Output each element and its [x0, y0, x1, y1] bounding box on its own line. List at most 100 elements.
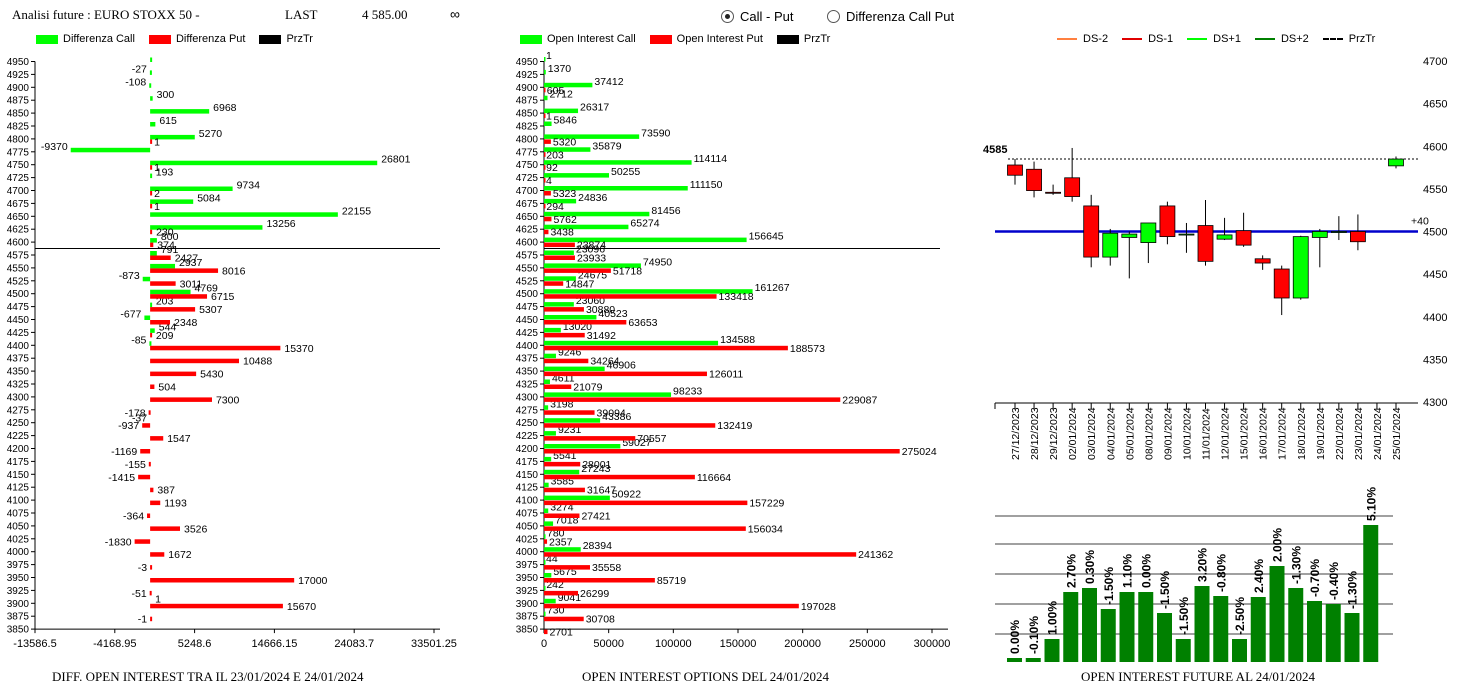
bar-call [544, 186, 688, 191]
x-tick-label: 17/01/2024 [1277, 407, 1289, 460]
y-tick-label: 4050 [7, 521, 30, 532]
data-label: -108 [125, 76, 146, 88]
bar-put [150, 294, 208, 299]
y-tick-label: 4250 [516, 418, 539, 429]
x-tick-label: 22/01/2024 [1334, 407, 1346, 460]
x-tick-label: 33501.25 [411, 638, 457, 650]
data-label: 5320 [553, 136, 577, 148]
data-label: 2701 [549, 627, 573, 639]
bar-call [544, 315, 597, 320]
data-label: 39094 [597, 407, 626, 419]
bar-label: -1.50% [1158, 571, 1172, 609]
bar-call [544, 521, 554, 526]
bar-label: 2.40% [1252, 559, 1266, 593]
legend-line [1122, 38, 1143, 40]
bar-put [544, 371, 707, 377]
x-tick-label: -4168.95 [93, 638, 136, 650]
bar-call [544, 147, 591, 152]
y-tick-label: 4025 [7, 534, 30, 545]
bar-call [150, 57, 153, 62]
y-tick-label: 4825 [7, 122, 30, 133]
data-label: 605 [547, 85, 565, 97]
data-label: 3011 [180, 278, 203, 290]
radio-diff-call-put[interactable]: Differenza Call Put [827, 9, 954, 24]
infinity-icon[interactable]: ∞ [450, 6, 460, 22]
bar-call [544, 418, 601, 423]
data-label: 5762 [553, 214, 577, 226]
data-label: 24836 [578, 192, 607, 204]
bar-put [544, 436, 636, 441]
bar-put [544, 152, 546, 157]
y-tick-label: 4400 [7, 341, 30, 352]
y-tick-label: 3850 [7, 625, 30, 636]
data-label: 34264 [590, 356, 619, 368]
future-bar [1250, 597, 1266, 662]
y-tick-label: 4550 [516, 263, 539, 274]
bar-label: 2.00% [1271, 528, 1285, 562]
radio-selected-icon[interactable] [721, 10, 734, 23]
legend-item: Differenza Put [148, 33, 245, 45]
data-label: 2 [154, 188, 160, 200]
bar-call [544, 250, 574, 255]
y-tick-label: 4325 [7, 380, 30, 391]
bar-put [150, 345, 281, 351]
future-bar [1007, 658, 1022, 662]
bar-label: -0.10% [1027, 616, 1041, 654]
bar-call [150, 238, 157, 243]
data-label: 2427 [175, 253, 199, 265]
bar-label: -0.40% [1327, 562, 1341, 600]
data-label: 157229 [749, 498, 784, 510]
radio-call-put[interactable]: Call - Put [721, 9, 793, 24]
bar-put [544, 320, 627, 325]
data-label: 300 [157, 89, 175, 101]
x-tick-label: 24/01/2024 [1372, 407, 1384, 460]
bar-call [150, 160, 378, 166]
data-label: -178 [125, 407, 146, 419]
bar-call [544, 379, 550, 384]
y-tick-label: 4625 [516, 225, 539, 236]
bar-put [544, 345, 788, 351]
y-tick-label: 4750 [516, 160, 539, 171]
y-tick-label: 4850 [7, 109, 30, 120]
data-label: -51 [132, 588, 147, 600]
candle-body [1311, 231, 1328, 238]
bar-call [544, 482, 549, 488]
bar-put [150, 603, 283, 609]
y-tick-label: 4125 [516, 483, 539, 494]
data-label: 23874 [577, 240, 606, 252]
legend-item: DS-1 [1122, 33, 1173, 45]
candle-body [1026, 168, 1042, 191]
bar-put [150, 229, 153, 235]
bar-label: -1.50% [1177, 597, 1191, 635]
last-label: LAST [285, 7, 318, 22]
bar-put [148, 410, 151, 415]
bar-put [544, 565, 590, 570]
bar-call [150, 289, 191, 295]
radio-unselected-icon[interactable] [827, 10, 840, 23]
data-label: -3 [138, 562, 147, 574]
bar-call [544, 95, 548, 101]
y-tick-label: 4350 [1423, 354, 1447, 366]
x-tick-label: 250000 [849, 638, 886, 650]
radio-call-put-label: Call - Put [740, 9, 794, 24]
future-bar [1307, 601, 1322, 662]
bar-put [150, 242, 154, 248]
future-bar [1232, 639, 1247, 662]
bar-put [544, 358, 589, 364]
bar-call [544, 237, 747, 243]
data-label: -1 [138, 614, 147, 626]
bar-label: -0.70% [1308, 559, 1322, 597]
data-label: 50255 [611, 166, 640, 178]
y-tick-label: 4700 [516, 186, 539, 197]
x-tick-label: 300000 [914, 638, 951, 650]
data-label: 5430 [200, 369, 224, 381]
bar-put [544, 332, 585, 338]
data-label: 28394 [583, 540, 612, 552]
data-label: 5846 [554, 115, 578, 127]
legend-swatch [36, 34, 58, 44]
data-label: 6715 [211, 291, 235, 303]
bar-call [544, 121, 552, 126]
bar-put [150, 320, 171, 325]
x-tick-label: 15/01/2024 [1239, 407, 1251, 460]
bar-call [544, 224, 629, 230]
